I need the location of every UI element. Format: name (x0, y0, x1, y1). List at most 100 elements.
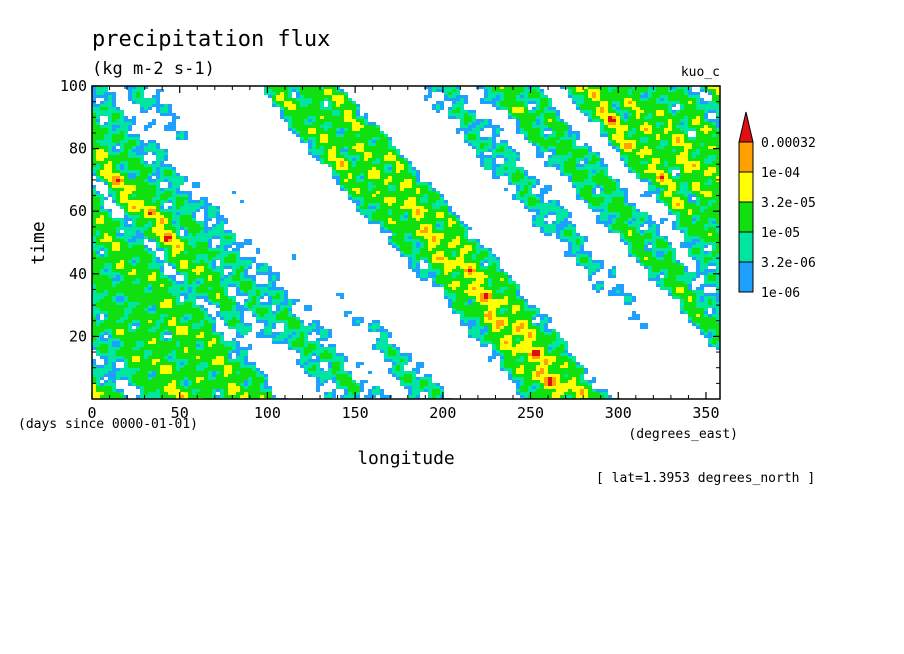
field-cell (668, 167, 680, 170)
field-cell (212, 227, 224, 230)
field-cell (712, 161, 720, 164)
field-cell (380, 158, 384, 161)
field-cell (180, 389, 192, 392)
field-cell (216, 389, 220, 392)
field-cell (484, 89, 488, 92)
field-cell (324, 392, 328, 395)
field-cell (584, 89, 588, 92)
field-cell (320, 140, 328, 143)
field-cell (292, 101, 300, 104)
field-cell (204, 224, 208, 227)
field-cell (92, 332, 100, 335)
field-cell (708, 275, 716, 278)
field-cell (560, 140, 572, 143)
field-cell (668, 107, 672, 110)
field-cell (188, 392, 192, 395)
field-cell (128, 317, 160, 320)
field-cell (172, 116, 180, 119)
field-cell (308, 332, 312, 335)
field-cell (704, 335, 712, 338)
field-cell (488, 359, 492, 362)
field-cell (92, 188, 96, 191)
field-cell (604, 173, 608, 176)
field-cell (692, 221, 696, 224)
field-cell (384, 353, 388, 356)
field-cell (508, 182, 512, 185)
field-cell (160, 242, 164, 245)
field-cell (500, 353, 504, 356)
field-cell (92, 86, 96, 89)
field-cell (92, 137, 104, 140)
field-cell (672, 194, 684, 197)
field-cell (548, 362, 552, 365)
field-cell (164, 239, 168, 242)
field-cell (220, 272, 224, 275)
field-cell (104, 149, 108, 152)
field-cell (128, 296, 176, 299)
field-cell (620, 239, 624, 242)
field-cell (704, 125, 708, 128)
field-cell (132, 377, 148, 380)
field-cell (228, 275, 232, 278)
field-cell (460, 320, 464, 323)
field-cell (712, 95, 720, 98)
field-cell (592, 92, 596, 95)
field-cell (420, 242, 424, 245)
field-cell (204, 200, 208, 203)
field-cell (668, 185, 676, 188)
field-cell (540, 326, 544, 329)
field-cell (496, 311, 500, 314)
field-cell (172, 284, 200, 287)
field-cell (512, 194, 516, 197)
field-cell (256, 284, 268, 287)
field-cell (220, 278, 224, 281)
field-cell (164, 149, 168, 152)
field-cell (688, 314, 696, 317)
field-cell (132, 206, 136, 209)
field-cell (368, 158, 376, 161)
field-cell (432, 254, 444, 257)
field-cell (360, 386, 364, 389)
field-cell (452, 299, 456, 302)
field-cell (440, 272, 444, 275)
field-cell (680, 188, 688, 191)
field-cell (484, 98, 492, 101)
field-cell (396, 197, 408, 200)
field-cell (432, 248, 460, 251)
field-cell (388, 350, 396, 353)
field-cell (432, 230, 464, 233)
field-cell (680, 218, 692, 221)
field-cell (100, 299, 112, 302)
field-cell (488, 122, 492, 125)
field-cell (100, 395, 124, 398)
field-cell (624, 197, 628, 200)
field-cell (440, 104, 444, 107)
field-cell (100, 167, 104, 170)
field-cell (396, 164, 404, 167)
field-cell (492, 155, 496, 158)
field-cell (100, 143, 116, 146)
field-cell (464, 275, 488, 278)
field-cell (156, 98, 160, 101)
field-cell (272, 323, 276, 326)
field-cell (592, 179, 612, 182)
field-cell (176, 230, 180, 233)
field-cell (516, 353, 528, 356)
field-cell (248, 344, 252, 347)
field-cell (540, 197, 544, 200)
field-cell (112, 329, 116, 332)
field-cell (352, 116, 356, 119)
field-cell (648, 137, 656, 140)
field-cell (228, 272, 232, 275)
field-cell (236, 287, 240, 290)
field-cell (108, 155, 128, 158)
field-cell (124, 164, 128, 167)
field-cell (656, 188, 660, 191)
field-cell (496, 170, 516, 173)
field-cell (128, 197, 152, 200)
field-cell (128, 377, 132, 380)
field-cell (468, 137, 476, 140)
field-cell (248, 296, 252, 299)
field-cell (488, 263, 492, 266)
field-cell (120, 167, 124, 170)
